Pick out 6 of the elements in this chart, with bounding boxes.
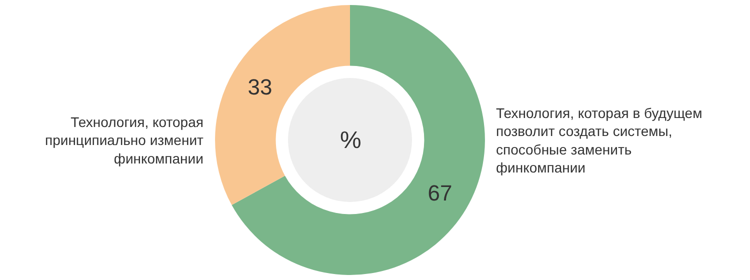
data-label: 67 bbox=[428, 180, 452, 206]
slice-label: Технология, которая принципиально изменит финкомпании bbox=[45, 114, 204, 166]
donut-slice bbox=[232, 5, 485, 275]
data-label: 33 bbox=[248, 74, 272, 100]
text: % bbox=[340, 127, 362, 154]
slice-label: Технология, которая в будущем позволит создать системы, способные заменить финкомпании bbox=[496, 105, 702, 176]
